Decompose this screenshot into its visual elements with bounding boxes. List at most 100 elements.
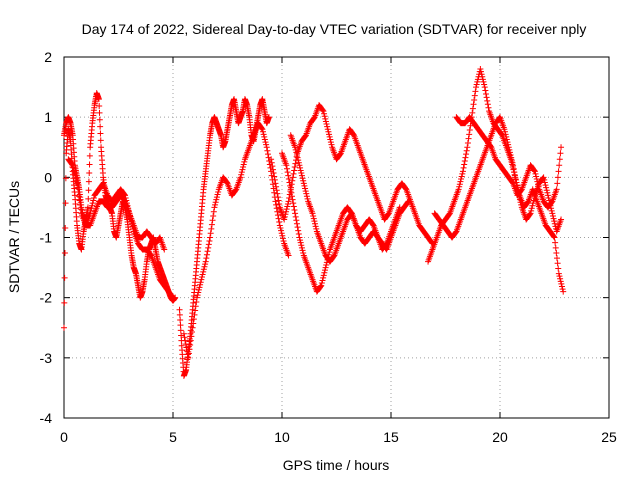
data-point bbox=[90, 197, 97, 204]
data-point bbox=[279, 235, 286, 242]
data-points bbox=[61, 66, 567, 379]
data-point bbox=[290, 170, 297, 177]
data-point bbox=[97, 137, 104, 144]
data-point bbox=[280, 237, 287, 244]
data-point bbox=[319, 107, 326, 114]
data-point bbox=[258, 125, 265, 132]
data-point bbox=[295, 159, 302, 166]
data-point bbox=[200, 266, 207, 273]
data-point bbox=[463, 147, 470, 154]
data-point bbox=[330, 253, 337, 260]
data-point bbox=[238, 171, 245, 178]
data-point bbox=[177, 327, 184, 334]
data-point bbox=[239, 166, 246, 173]
series-arc-e bbox=[180, 120, 292, 361]
series-arc-a bbox=[61, 90, 179, 331]
data-point bbox=[62, 175, 69, 182]
y-tick-label: -3 bbox=[40, 350, 53, 366]
data-point bbox=[268, 156, 275, 163]
data-point bbox=[198, 276, 205, 283]
data-point bbox=[484, 97, 491, 104]
data-point bbox=[323, 262, 330, 269]
data-point bbox=[483, 94, 490, 101]
data-point bbox=[326, 131, 333, 138]
data-point bbox=[296, 234, 303, 241]
data-point bbox=[551, 234, 558, 241]
data-point bbox=[214, 191, 221, 198]
data-point bbox=[259, 126, 266, 133]
y-tick-label: 2 bbox=[44, 49, 52, 65]
data-point bbox=[69, 161, 76, 168]
data-point bbox=[290, 200, 297, 207]
data-point bbox=[531, 194, 538, 201]
data-point bbox=[337, 151, 344, 158]
data-point bbox=[553, 255, 560, 262]
data-point bbox=[459, 168, 466, 175]
data-point bbox=[87, 207, 94, 214]
data-point bbox=[261, 136, 268, 143]
data-point bbox=[558, 144, 565, 151]
data-point bbox=[320, 274, 327, 281]
data-point bbox=[187, 341, 194, 348]
data-point bbox=[204, 248, 211, 255]
data-point bbox=[511, 169, 518, 176]
data-point bbox=[555, 168, 562, 175]
data-point bbox=[534, 178, 541, 185]
data-point bbox=[80, 214, 87, 221]
data-point bbox=[188, 333, 195, 340]
data-point bbox=[506, 149, 513, 156]
data-point bbox=[285, 198, 292, 205]
data-point bbox=[505, 141, 512, 148]
data-point bbox=[232, 187, 239, 194]
data-point bbox=[481, 84, 488, 91]
data-point bbox=[273, 183, 280, 190]
data-point bbox=[292, 210, 299, 217]
data-point bbox=[464, 139, 471, 146]
data-point bbox=[551, 220, 558, 227]
data-point bbox=[552, 239, 559, 246]
data-point bbox=[557, 275, 564, 282]
data-point bbox=[192, 307, 199, 314]
data-point bbox=[202, 258, 209, 265]
data-point bbox=[177, 322, 184, 329]
data-point bbox=[263, 141, 270, 148]
data-point bbox=[504, 139, 511, 146]
data-point bbox=[517, 199, 524, 206]
data-point bbox=[458, 176, 465, 183]
data-point bbox=[209, 217, 216, 224]
data-point bbox=[464, 144, 471, 151]
data-point bbox=[124, 202, 131, 209]
data-point bbox=[503, 136, 510, 143]
data-point bbox=[302, 133, 309, 140]
data-point bbox=[61, 249, 68, 256]
data-point bbox=[540, 174, 547, 181]
data-point bbox=[123, 197, 130, 204]
data-point bbox=[269, 163, 276, 170]
data-point bbox=[210, 213, 217, 220]
data-point bbox=[300, 249, 307, 256]
y-tick-label: -1 bbox=[40, 230, 53, 246]
data-point bbox=[531, 168, 538, 175]
data-point bbox=[190, 320, 197, 327]
data-point bbox=[542, 182, 549, 189]
data-point bbox=[482, 87, 489, 94]
data-point bbox=[297, 239, 304, 246]
data-point bbox=[203, 251, 210, 258]
data-point bbox=[284, 169, 291, 176]
data-point bbox=[86, 161, 93, 168]
data-point bbox=[191, 311, 198, 318]
data-point bbox=[198, 274, 205, 281]
data-point bbox=[264, 147, 271, 154]
data-point bbox=[282, 211, 289, 218]
data-point bbox=[285, 172, 292, 179]
data-point bbox=[466, 131, 473, 138]
data-point bbox=[474, 78, 481, 85]
data-point bbox=[292, 160, 299, 167]
data-point bbox=[170, 294, 176, 301]
data-point bbox=[310, 215, 317, 222]
data-point bbox=[385, 211, 392, 218]
data-point bbox=[530, 200, 537, 207]
data-point bbox=[471, 96, 478, 103]
data-point bbox=[501, 126, 508, 133]
data-point bbox=[503, 133, 510, 140]
